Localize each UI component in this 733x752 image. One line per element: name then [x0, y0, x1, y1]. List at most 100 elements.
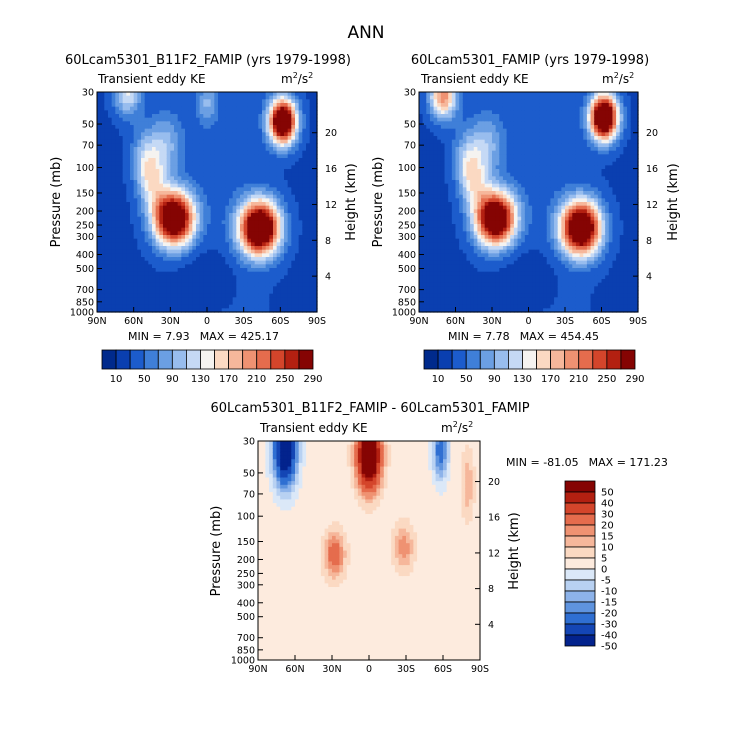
- contour-cell: [462, 260, 468, 265]
- contour-cell: [484, 257, 489, 262]
- contour-cell: [185, 99, 190, 104]
- contour-cell: [433, 165, 438, 170]
- contour-cell: [473, 110, 478, 115]
- contour-cell: [492, 235, 497, 240]
- contour-cell: [492, 216, 497, 221]
- contour-cell: [422, 139, 427, 144]
- contour-cell: [148, 172, 153, 177]
- contour-cell: [444, 154, 449, 159]
- contour-cell: [444, 172, 449, 177]
- contour-cell: [492, 172, 497, 177]
- contour-cell: [258, 213, 263, 218]
- contour-cell: [295, 198, 300, 203]
- contour-cell: [429, 242, 435, 247]
- contour-cell: [459, 95, 464, 100]
- contour-cell: [306, 161, 311, 166]
- contour-cell: [214, 92, 219, 97]
- contour-cell: [437, 121, 442, 126]
- contour-cell: [144, 282, 149, 287]
- contour-cell: [477, 238, 482, 243]
- contour-cell: [126, 264, 131, 269]
- contour-cell: [148, 187, 153, 192]
- contour-cell: [177, 125, 182, 130]
- contour-cell: [221, 147, 226, 152]
- contour-cell: [287, 110, 292, 115]
- contour-cell: [240, 150, 245, 155]
- contour-cell: [273, 128, 278, 133]
- contour-cell: [251, 220, 256, 225]
- contour-cell: [433, 180, 438, 185]
- contour-cell: [144, 253, 149, 258]
- contour-cell: [488, 205, 493, 210]
- contour-cell: [232, 187, 237, 192]
- contour-cell: [163, 95, 168, 100]
- contour-cell: [104, 282, 109, 287]
- contour-cell: [313, 205, 318, 210]
- contour-cell: [429, 114, 435, 119]
- contour-cell: [159, 304, 164, 309]
- contour-cell: [133, 154, 138, 159]
- contour-cell: [258, 187, 263, 192]
- contour-cell: [166, 187, 171, 192]
- contour-cell: [306, 172, 311, 177]
- contour-cell: [225, 99, 230, 104]
- contour-cell: [291, 264, 296, 269]
- contour-cell: [247, 143, 252, 148]
- contour-cell: [218, 139, 223, 144]
- contour-cell: [481, 301, 486, 306]
- contour-cell: [440, 165, 446, 170]
- contour-cell: [473, 213, 478, 218]
- contour-cell: [422, 246, 427, 251]
- contour-cell: [488, 227, 493, 232]
- contour-cell: [309, 275, 314, 280]
- contour-cell: [258, 282, 263, 287]
- contour-cell: [254, 172, 259, 177]
- contour-cell: [225, 194, 230, 199]
- contour-cell: [243, 169, 248, 174]
- contour-cell: [174, 106, 179, 111]
- contour-cell: [280, 95, 285, 100]
- contour-cell: [426, 99, 431, 104]
- contour-cell: [141, 110, 146, 115]
- contour-cell: [100, 301, 105, 306]
- contour-cell: [306, 249, 311, 254]
- contour-cell: [433, 103, 438, 108]
- contour-cell: [144, 191, 149, 196]
- contour-cell: [236, 268, 241, 273]
- contour-cell: [115, 121, 120, 126]
- contour-cell: [111, 304, 116, 309]
- contour-cell: [313, 183, 318, 188]
- contour-cell: [455, 216, 460, 221]
- contour-cell: [287, 176, 292, 181]
- contour-cell: [262, 139, 267, 144]
- contour-cell: [276, 194, 281, 199]
- contour-cell: [108, 301, 113, 306]
- contour-cell: [462, 172, 468, 177]
- contour-cell: [144, 209, 149, 214]
- contour-cell: [265, 136, 270, 141]
- contour-cell: [243, 220, 248, 225]
- contour-cell: [218, 249, 223, 254]
- contour-cell: [170, 194, 175, 199]
- contour-cell: [188, 106, 193, 111]
- contour-cell: [177, 172, 182, 177]
- contour-cell: [484, 110, 489, 115]
- contour-cell: [155, 114, 160, 119]
- contour-cell: [247, 132, 252, 137]
- contour-cell: [473, 139, 478, 144]
- contour-cell: [196, 125, 201, 130]
- contour-cell: [298, 260, 303, 265]
- contour-cell: [419, 213, 424, 218]
- contour-cell: [265, 180, 270, 185]
- contour-cell: [137, 246, 142, 251]
- contour-cell: [309, 297, 314, 302]
- contour-cell: [309, 176, 314, 181]
- contour-cell: [284, 172, 289, 177]
- contour-cell: [115, 297, 120, 302]
- contour-cell: [221, 224, 226, 229]
- contour-cell: [232, 209, 237, 214]
- contour-cell: [229, 110, 234, 115]
- contour-cell: [199, 238, 204, 243]
- contour-cell: [258, 238, 263, 243]
- contour-cell: [159, 154, 164, 159]
